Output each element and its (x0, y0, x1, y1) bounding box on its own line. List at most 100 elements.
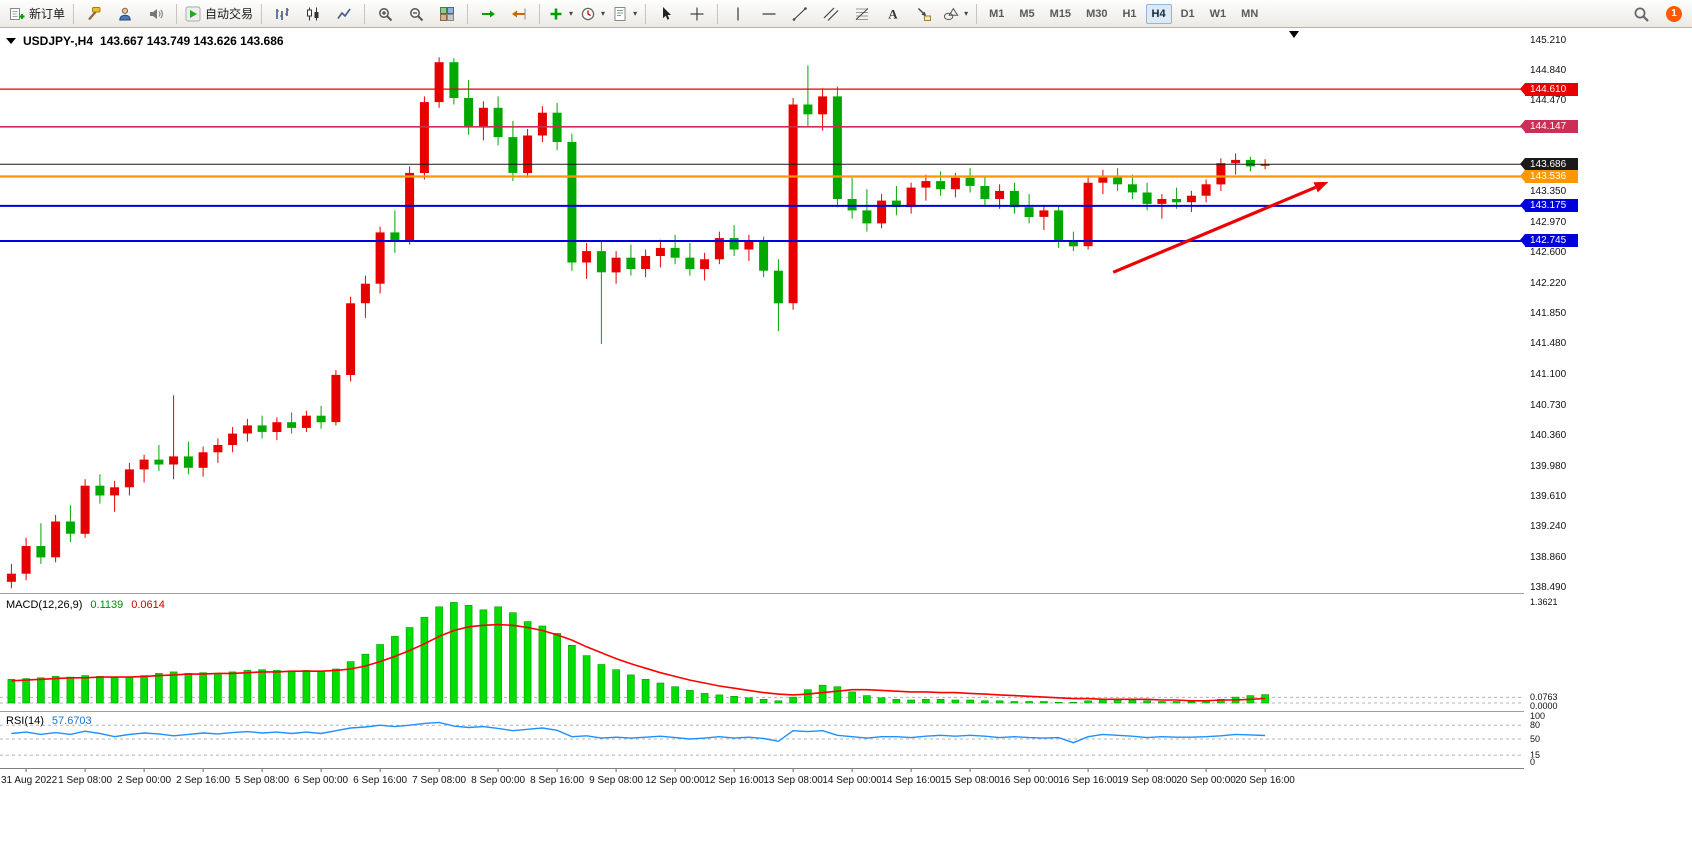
one-click-trading-toggle-icon[interactable] (6, 38, 16, 44)
dropdown-arrow-icon[interactable]: ▾ (964, 9, 969, 18)
svg-text:9 Sep 08:00: 9 Sep 08:00 (589, 775, 643, 786)
svg-text:2 Sep 16:00: 2 Sep 16:00 (176, 775, 230, 786)
toolbar-separator (364, 3, 366, 24)
svg-text:8 Sep 00:00: 8 Sep 00:00 (471, 775, 525, 786)
chart-title-overlay: USDJPY-,H4 143.667 143.749 143.626 143.6… (6, 34, 284, 48)
timeframe-w1-button[interactable]: W1 (1209, 7, 1227, 20)
bar-chart-button[interactable] (267, 3, 297, 25)
indicators-button[interactable]: ▾ (545, 3, 576, 25)
dropdown-arrow-icon[interactable]: ▾ (633, 9, 638, 18)
price-tick-label: 142.220 (1530, 278, 1567, 290)
timeframe-mn-button[interactable]: MN (1241, 7, 1259, 20)
toolbar-right: 1 (1626, 3, 1686, 25)
toolbar-separator (176, 3, 178, 24)
text-button[interactable]: A (878, 3, 908, 25)
rsi-name: RSI(14) (6, 715, 44, 727)
macd-name: MACD(12,26,9) (6, 599, 83, 611)
macd-scale-max: 1.3621 (1530, 597, 1558, 608)
linechart-icon (336, 6, 352, 22)
support-chat-button[interactable] (110, 3, 140, 25)
timeframe-h4-button[interactable]: H4 (1145, 3, 1172, 24)
candlestick-chart-button[interactable] (298, 3, 328, 25)
price-line-badge-143.536: 143.536 (1520, 170, 1578, 184)
price-axis[interactable]: 145.210144.840144.470144.100143.350142.9… (1520, 28, 1692, 790)
sounds-button[interactable] (141, 3, 171, 25)
macd-indicator-label: MACD(12,26,9) 0.1139 0.0614 (6, 599, 165, 611)
price-tick-label: 144.470 (1530, 94, 1567, 106)
auto-scroll-button[interactable] (473, 3, 503, 25)
trendline-button[interactable] (785, 3, 815, 25)
periods-button[interactable]: ▾ (577, 3, 608, 25)
crosshair-button[interactable] (682, 3, 712, 25)
cursor-button[interactable] (651, 3, 681, 25)
toolbar-separator (976, 3, 978, 24)
macd-main-value: 0.1139 (90, 599, 124, 611)
timeframe-d1-button[interactable]: D1 (1180, 7, 1195, 20)
notification-badge[interactable]: 1 (1666, 5, 1682, 22)
price-tick-label: 140.730 (1530, 399, 1567, 411)
label-icon (916, 6, 932, 22)
toolbar-separator (645, 3, 647, 24)
dropdown-arrow-icon[interactable]: ▾ (601, 9, 606, 18)
arrow-label-button[interactable] (909, 3, 939, 25)
channel-button[interactable] (816, 3, 846, 25)
shapes-button[interactable]: ▾ (940, 3, 971, 25)
svg-text:8 Sep 16:00: 8 Sep 16:00 (530, 775, 584, 786)
tile-icon (439, 6, 455, 22)
expert-wizard-button[interactable] (79, 3, 109, 25)
macd-signal-line (11, 623, 1266, 702)
price-tick-label: 138.490 (1530, 582, 1567, 594)
price-tick-label: 142.970 (1530, 217, 1567, 229)
zoom-in-icon (377, 6, 393, 22)
toolbar-button-groups: 新订单 自动交易 ▾ ▾ ▾ A ▾ M1 M5 M15 M30 H1 H4 D1 W1 MN (6, 3, 1265, 25)
price-line-badge-143.686: 143.686 (1520, 157, 1578, 171)
price-tick-label: 144.840 (1530, 64, 1567, 76)
timeframe-h1-button[interactable]: H1 (1122, 7, 1137, 20)
hline-icon (761, 6, 777, 22)
vertical-line-button[interactable] (723, 3, 753, 25)
templates-button[interactable]: ▾ (609, 3, 640, 25)
search-button[interactable] (1626, 3, 1656, 25)
time-axis[interactable]: 31 Aug 2022 1 Sep 08:00 2 Sep 00:00 2 Sep 1… (1, 769, 1295, 786)
toolbar-separator (467, 3, 469, 24)
price-line-badge-144.147: 144.147 (1520, 120, 1578, 134)
chart-shift-button[interactable] (504, 3, 534, 25)
zoom-in-button[interactable] (370, 3, 400, 25)
chart-window[interactable]: 31 Aug 2022 1 Sep 08:00 2 Sep 00:00 2 Sep 1… (0, 28, 1692, 856)
price-tick-label: 141.480 (1530, 338, 1567, 350)
macd-scale-zero: 0.0000 (1530, 701, 1558, 711)
macd-scale-level: 0.0763 (1530, 692, 1558, 703)
horizontal-line-button[interactable] (754, 3, 784, 25)
new-order-button[interactable]: 新订单 (6, 3, 68, 25)
timeframe-m30-button[interactable]: M30 (1086, 7, 1108, 20)
svg-text:12 Sep 00:00: 12 Sep 00:00 (645, 775, 705, 786)
rsi-scale-label: 0 (1530, 757, 1536, 767)
zoom-out-button[interactable] (401, 3, 431, 25)
auto-trading-button[interactable]: 自动交易 (182, 3, 256, 25)
svg-text:31 Aug 2022: 31 Aug 2022 (1, 775, 58, 786)
tile-windows-button[interactable] (432, 3, 462, 25)
svg-text:1 Sep 08:00: 1 Sep 08:00 (58, 775, 112, 786)
price-tick-label: 139.240 (1530, 520, 1567, 532)
timeframe-m15-button[interactable]: M15 (1049, 7, 1072, 20)
cursor-icon (658, 6, 674, 22)
trend-arrow-annotation[interactable] (1112, 181, 1329, 274)
vline-icon (730, 6, 746, 22)
rsi-scale-label: 100 (1530, 711, 1546, 721)
timeframe-m1-button[interactable]: M1 (989, 7, 1005, 20)
person-icon (117, 6, 133, 22)
svg-text:7 Sep 08:00: 7 Sep 08:00 (412, 775, 466, 786)
svg-text:14 Sep 00:00: 14 Sep 00:00 (822, 775, 882, 786)
price-line-badge-142.745: 142.745 (1520, 234, 1578, 248)
timeframe-m5-button[interactable]: M5 (1019, 7, 1035, 20)
fibonacci-button[interactable] (847, 3, 877, 25)
chart-shift-marker-icon[interactable] (1289, 31, 1299, 38)
chart-canvas[interactable]: 31 Aug 2022 1 Sep 08:00 2 Sep 00:00 2 Sep 1… (0, 28, 1584, 790)
play-icon (185, 6, 201, 22)
search-icon (1633, 6, 1649, 22)
line-chart-button[interactable] (329, 3, 359, 25)
dropdown-arrow-icon[interactable]: ▾ (569, 9, 574, 18)
rsi-value: 57.6703 (51, 715, 92, 727)
rsi-line (11, 721, 1266, 744)
